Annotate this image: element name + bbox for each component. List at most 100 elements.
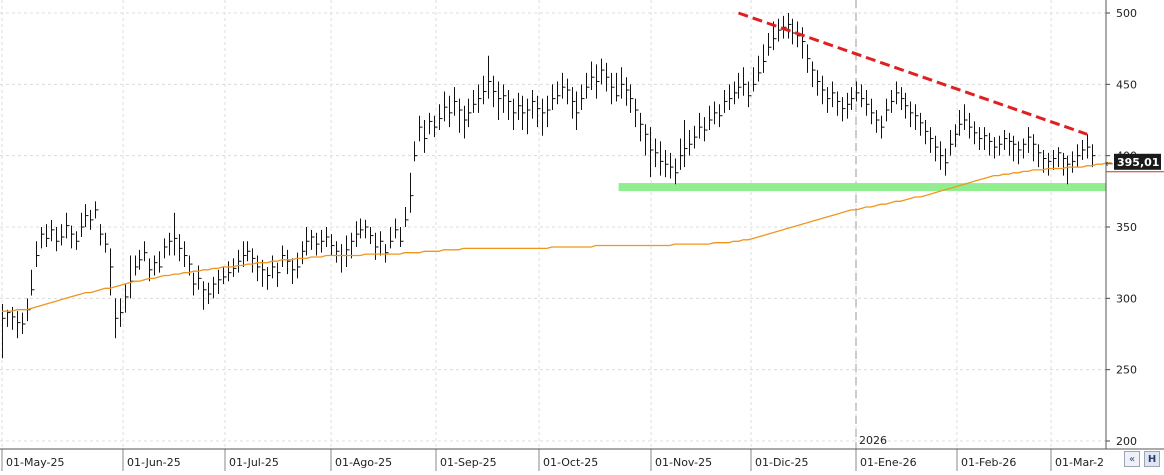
price-bar xyxy=(802,27,806,59)
price-bar xyxy=(837,91,841,116)
x-tick-label: 01-Dic-25 xyxy=(755,456,809,469)
resistance-trendline xyxy=(737,11,1088,136)
price-bar xyxy=(758,55,762,82)
price-bar xyxy=(193,272,197,296)
year-marker-label: 2026 xyxy=(859,434,887,447)
price-bar xyxy=(174,212,178,256)
price-bar xyxy=(557,81,561,105)
price-bar xyxy=(1013,135,1017,162)
price-bar xyxy=(738,72,742,99)
price-bar xyxy=(729,84,733,111)
price-bar xyxy=(459,98,463,133)
price-bar xyxy=(822,75,826,105)
price-bar xyxy=(22,312,26,334)
price-bar xyxy=(120,298,124,327)
price-bar xyxy=(434,115,438,138)
price-bar xyxy=(144,241,148,262)
x-tick-label: 01-Sep-25 xyxy=(440,456,497,469)
price-bar xyxy=(945,148,949,176)
price-bar xyxy=(1018,141,1022,165)
price-bar xyxy=(468,98,472,128)
price-bar xyxy=(100,224,104,246)
y-tick-label: 350 xyxy=(1116,221,1137,234)
price-bar xyxy=(1072,151,1076,173)
price-bar xyxy=(262,259,266,287)
price-bar xyxy=(360,218,364,239)
price-bar xyxy=(365,219,369,239)
price-bar xyxy=(277,262,281,287)
price-bar xyxy=(164,238,168,259)
price-bar xyxy=(223,266,227,285)
price-bar xyxy=(51,219,55,242)
price-bar xyxy=(149,258,153,282)
price-bar xyxy=(901,87,905,111)
price-bar xyxy=(537,95,541,128)
price-bar xyxy=(135,255,139,276)
price-bar xyxy=(1004,129,1008,150)
price-bar xyxy=(179,234,183,262)
price-bar xyxy=(792,18,796,45)
price-bar xyxy=(891,90,895,113)
price-bar xyxy=(17,311,21,339)
price-bar xyxy=(591,61,595,91)
price-bar xyxy=(832,81,836,108)
price-bar xyxy=(316,232,320,256)
price-bar xyxy=(130,255,134,299)
price-bar xyxy=(71,225,75,249)
price-bar xyxy=(41,227,45,249)
price-bar xyxy=(1023,138,1027,159)
price-bar xyxy=(586,72,590,99)
price-bar xyxy=(1082,139,1086,160)
price-bar xyxy=(252,248,256,273)
price-bar xyxy=(719,104,723,128)
price-bar xyxy=(483,75,487,105)
price-bar xyxy=(478,84,482,113)
price-bar xyxy=(139,249,143,270)
save-icon: H xyxy=(1147,453,1157,465)
price-bar xyxy=(95,201,99,219)
price-bar xyxy=(871,98,875,125)
price-bar xyxy=(861,84,865,108)
price-bar xyxy=(380,231,384,256)
price-bar xyxy=(76,231,80,250)
scroll-left-button[interactable]: « xyxy=(1124,451,1140,467)
price-bar xyxy=(601,58,605,85)
save-button[interactable]: H xyxy=(1144,451,1160,467)
price-bar xyxy=(886,98,890,122)
price-bar xyxy=(876,110,880,133)
price-bar xyxy=(1077,144,1081,168)
price-bar xyxy=(297,252,301,279)
price-bar xyxy=(905,92,909,119)
price-bar xyxy=(955,124,959,148)
price-bar xyxy=(572,87,576,119)
x-tick-label: 01-May-25 xyxy=(6,456,64,469)
price-bar xyxy=(66,212,70,239)
moving-average-line xyxy=(2,162,1112,312)
price-bar xyxy=(292,258,296,285)
price-bar xyxy=(105,232,109,253)
price-bar xyxy=(768,32,772,56)
x-tick-label: 01-Mar-2 xyxy=(1055,456,1104,469)
price-bar xyxy=(311,229,315,250)
price-bar xyxy=(753,67,757,92)
price-bar xyxy=(1028,127,1032,153)
price-bar xyxy=(621,67,625,99)
price-bar xyxy=(7,309,11,327)
price-bar xyxy=(2,304,6,359)
price-bar xyxy=(935,135,939,162)
price-bar xyxy=(763,44,767,73)
x-tick-label: 01-Jul-25 xyxy=(229,456,279,469)
price-bar xyxy=(473,90,477,113)
price-bar xyxy=(464,105,468,139)
price-bar xyxy=(680,138,684,170)
support-zone xyxy=(618,183,1106,192)
price-bar xyxy=(969,112,973,139)
price-bar xyxy=(169,232,173,256)
price-bar xyxy=(351,232,355,259)
price-bar xyxy=(650,127,654,178)
price-bar xyxy=(999,135,1003,156)
price-bar xyxy=(930,127,934,153)
